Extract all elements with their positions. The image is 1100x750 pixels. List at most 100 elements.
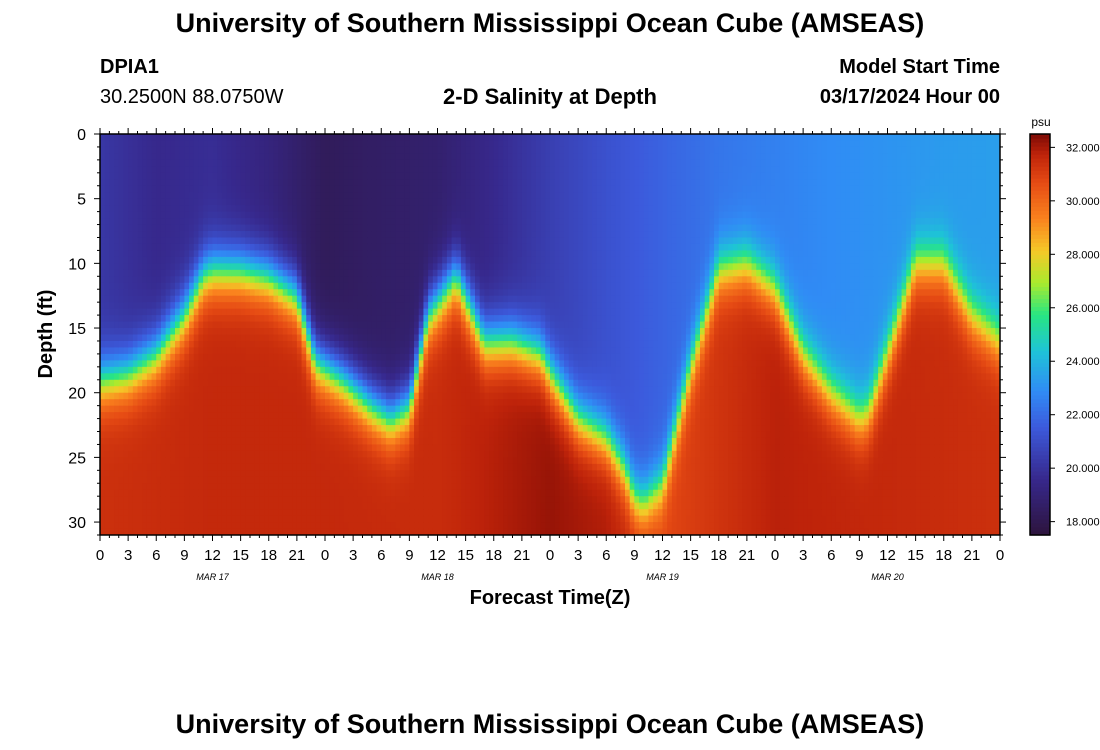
heatmap-cell [357, 263, 364, 271]
heatmap-cell [146, 140, 153, 148]
heatmap-cell [278, 373, 284, 381]
heatmap-cell [175, 211, 181, 219]
heatmap-cell [245, 321, 251, 329]
heatmap-cell [118, 211, 125, 219]
heatmap-cell [348, 463, 354, 471]
heatmap-cell [142, 405, 148, 413]
heatmap-cell [357, 159, 364, 167]
heatmap-cell [371, 282, 378, 290]
heatmap-cell [250, 483, 256, 491]
heatmap-cell [418, 166, 425, 174]
heatmap-cell [151, 179, 157, 187]
heatmap-cell [207, 450, 214, 458]
heatmap-cell [235, 418, 242, 426]
heatmap-cell [235, 457, 242, 465]
heatmap-cell [456, 405, 462, 413]
heatmap-cell [109, 205, 115, 213]
heatmap-cell [221, 399, 228, 407]
heatmap-cell [296, 476, 303, 484]
heatmap-cell [390, 205, 396, 213]
heatmap-cell [175, 328, 181, 336]
heatmap-cell [437, 483, 443, 491]
heatmap-cell [160, 256, 167, 264]
heatmap-cell [179, 457, 185, 465]
heatmap-cell [132, 269, 139, 277]
heatmap-cell [348, 425, 354, 433]
heatmap-cell [118, 470, 125, 478]
heatmap-cell [390, 386, 396, 394]
heatmap-cell [221, 334, 228, 342]
heatmap-cell [446, 502, 453, 510]
heatmap-cell [381, 340, 387, 349]
heatmap-cell [193, 308, 200, 316]
heatmap-cell [142, 528, 148, 535]
heatmap-cell [451, 425, 457, 433]
heatmap-cell [282, 224, 289, 232]
heatmap-cell [348, 140, 354, 148]
heatmap-cell [414, 269, 420, 277]
heatmap-cell [156, 373, 162, 381]
heatmap-cell [334, 528, 340, 535]
heatmap-cell [118, 295, 125, 303]
heatmap-cell [339, 489, 345, 497]
heatmap-cell [160, 463, 167, 471]
heatmap-cell [376, 269, 382, 277]
heatmap-cell [296, 386, 303, 394]
heatmap-cell [179, 166, 185, 174]
heatmap-cell [343, 463, 350, 471]
heatmap-cell [151, 502, 157, 510]
heatmap-cell [381, 205, 387, 213]
heatmap-cell [414, 224, 420, 232]
heatmap-cell [282, 412, 289, 420]
heatmap-cell [179, 509, 185, 517]
heatmap-cell [137, 496, 143, 504]
heatmap-cell [325, 431, 331, 439]
heatmap-cell [146, 392, 153, 400]
heatmap-cell [254, 496, 260, 504]
heatmap-cell [132, 134, 139, 142]
heatmap-cell [315, 159, 321, 167]
heatmap-cell [287, 437, 293, 446]
heatmap-cell [320, 146, 326, 155]
heatmap-cell [235, 463, 242, 471]
heatmap-cell [475, 205, 481, 213]
heatmap-cell [104, 509, 110, 517]
heatmap-cell [371, 470, 378, 478]
heatmap-cell [226, 315, 232, 323]
heatmap-cell [329, 237, 335, 245]
heatmap-cell [282, 192, 289, 200]
heatmap-cell [395, 431, 401, 439]
heatmap-cell [231, 192, 237, 200]
heatmap-cell [400, 373, 406, 381]
heatmap-cell [179, 218, 185, 226]
heatmap-cell [254, 308, 260, 316]
heatmap-cell [146, 483, 153, 491]
heatmap-cell [207, 179, 214, 187]
heatmap-cell [418, 522, 425, 530]
heatmap-cell [245, 198, 251, 206]
heatmap-cell [240, 489, 246, 497]
heatmap-cell [109, 159, 115, 167]
heatmap-cell [160, 243, 167, 252]
heatmap-cell [390, 315, 396, 323]
heatmap-cell [465, 463, 471, 471]
heatmap-cell [367, 425, 373, 433]
heatmap-cell [315, 483, 321, 491]
heatmap-cell [446, 231, 453, 239]
heatmap-cell [423, 146, 429, 155]
heatmap-cell [142, 315, 148, 323]
heatmap-cell [226, 522, 232, 530]
heatmap-cell [292, 425, 298, 433]
heatmap-cell [442, 172, 448, 180]
heatmap-cell [250, 211, 256, 219]
heatmap-cell [385, 179, 392, 187]
heatmap-cell [184, 159, 190, 167]
heatmap-cell [320, 205, 326, 213]
heatmap-cell [460, 146, 467, 155]
heatmap-cell [100, 418, 106, 426]
heatmap-cell [428, 231, 434, 239]
heatmap-cell [334, 231, 340, 239]
heatmap-cell [278, 218, 284, 226]
heatmap-cell [409, 412, 415, 420]
heatmap-cell [362, 463, 368, 471]
